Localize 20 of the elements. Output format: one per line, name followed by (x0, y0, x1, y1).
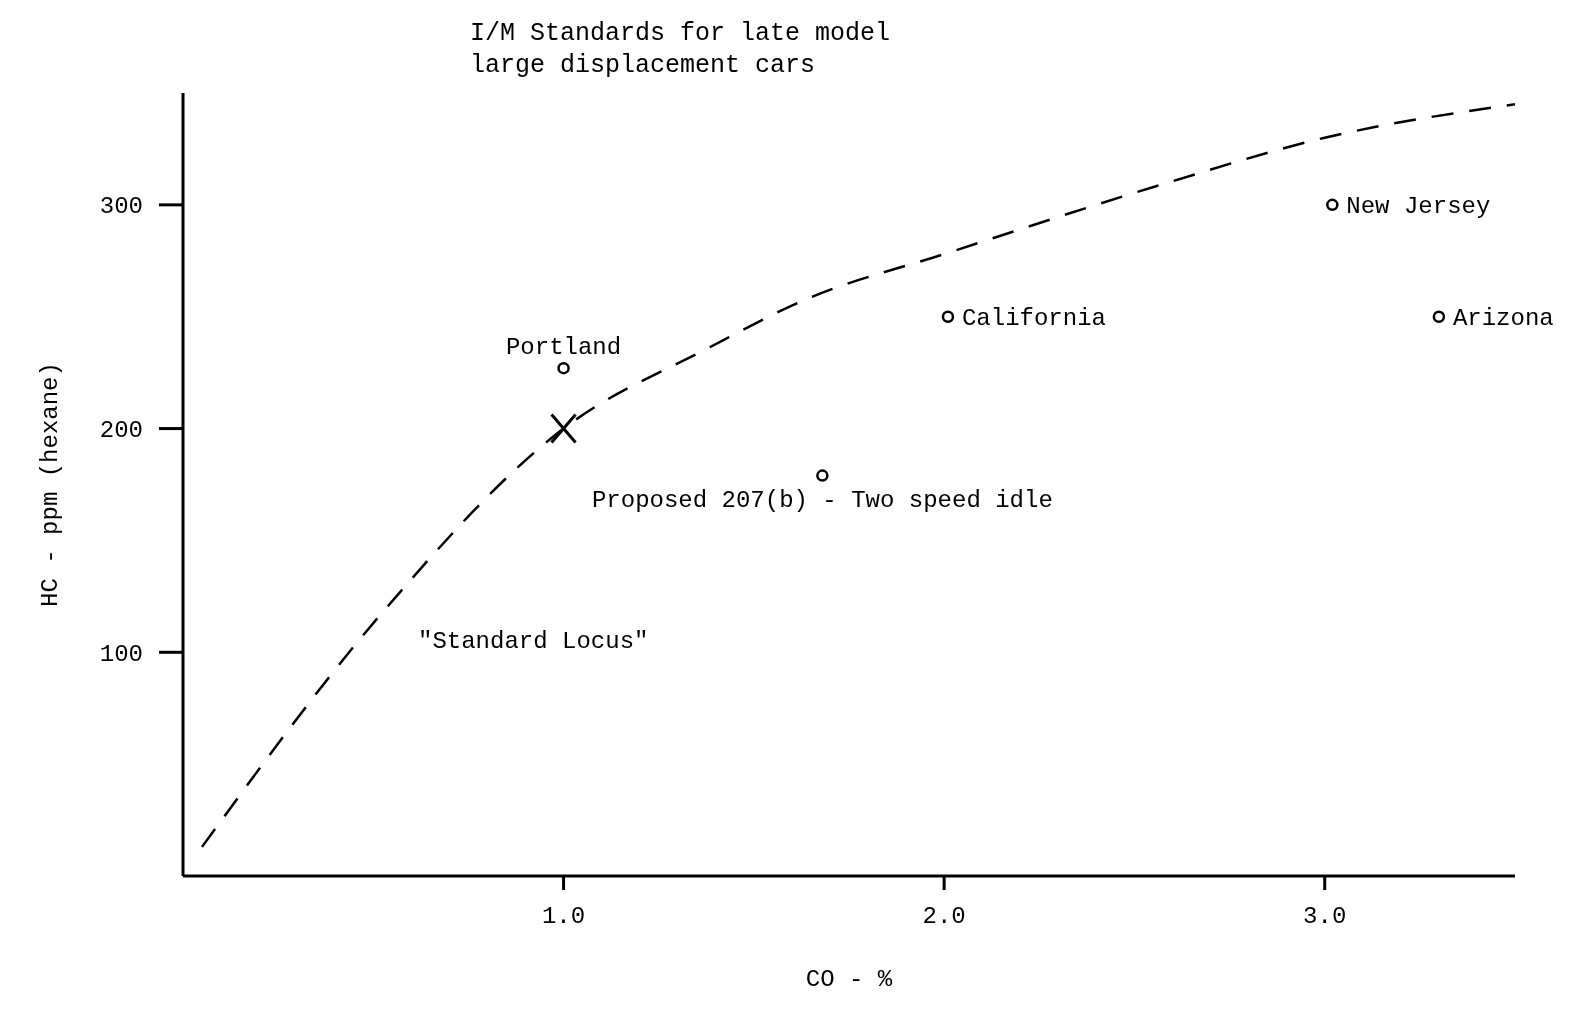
annotation: "Standard Locus" (418, 628, 649, 655)
y-tick-label: 200 (99, 417, 143, 445)
point (557, 361, 570, 375)
chart-title: I/M Standards for late model large displacement cars (470, 18, 891, 82)
x-tick-label: 1.0 (541, 903, 586, 931)
point (1432, 310, 1446, 323)
annotation: New Jersey (1346, 193, 1491, 221)
x-axis-title: CO - % (805, 966, 893, 993)
point (941, 310, 955, 323)
annotation: California (961, 305, 1106, 333)
x-tick-label: 3.0 (1303, 903, 1347, 931)
annotation: Arizona (1452, 305, 1554, 333)
y-tick-label: 100 (99, 640, 143, 668)
y-tick-label: 300 (99, 193, 143, 221)
annotation: Proposed 207(b) - Two speed idle (591, 486, 1053, 514)
point (816, 469, 829, 482)
x-tick-label: 2.0 (922, 903, 966, 931)
annotation: Portland (505, 334, 622, 362)
point (1326, 198, 1339, 212)
y-axis-title: HC - ppm (hexane) (36, 362, 64, 607)
